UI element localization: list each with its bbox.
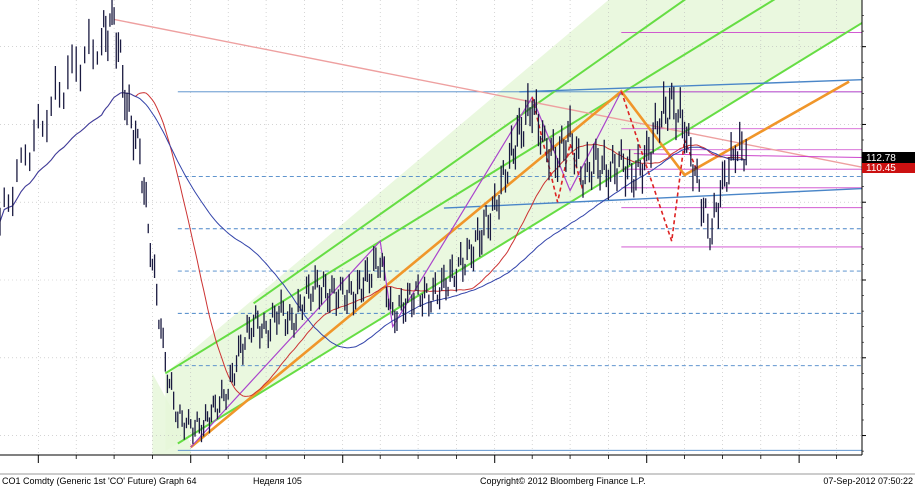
resistance-line: [113, 18, 863, 168]
upper-blue-line: [519, 79, 863, 93]
footer-timestamp: 07-Sep-2012 07:50:22: [823, 476, 913, 486]
second-price-label: 110.45: [866, 163, 896, 174]
moving-average-blue: [0, 92, 747, 349]
price-layer: [0, 0, 747, 444]
channel-layer: [152, 0, 862, 455]
footer-security: CO1 Comdty (Generic 1st 'CO' Future) Gra…: [2, 476, 197, 486]
lower-blue-line: [443, 187, 863, 209]
channel-lower-line: [177, 22, 863, 445]
price-tags: 112.78 110.45: [862, 152, 915, 174]
channel-fill: [165, 0, 862, 452]
channel-fill-base: [152, 373, 191, 455]
last-price-label: 112.78: [866, 153, 896, 164]
axis-layer: [0, 0, 866, 463]
footer-copyright: Copyright© 2012 Bloomberg Finance L.P.: [480, 476, 646, 486]
footer-period: Неделя 105: [253, 476, 302, 486]
footer: CO1 Comdty (Generic 1st 'CO' Future) Gra…: [0, 473, 915, 486]
last-price-tag: [862, 152, 915, 163]
second-price-tag: [862, 163, 915, 173]
